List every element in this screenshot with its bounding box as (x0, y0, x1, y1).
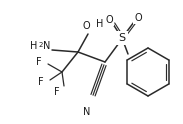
Text: F: F (36, 57, 42, 67)
Text: H: H (30, 41, 37, 51)
Text: O: O (105, 15, 113, 25)
Text: 2: 2 (39, 42, 43, 48)
Text: S: S (118, 33, 126, 43)
Text: H: H (96, 19, 103, 29)
Text: N: N (43, 41, 50, 51)
Text: N: N (83, 107, 91, 117)
Text: O: O (82, 21, 90, 31)
Text: F: F (54, 87, 60, 97)
Text: O: O (134, 13, 142, 23)
Text: F: F (38, 77, 44, 87)
